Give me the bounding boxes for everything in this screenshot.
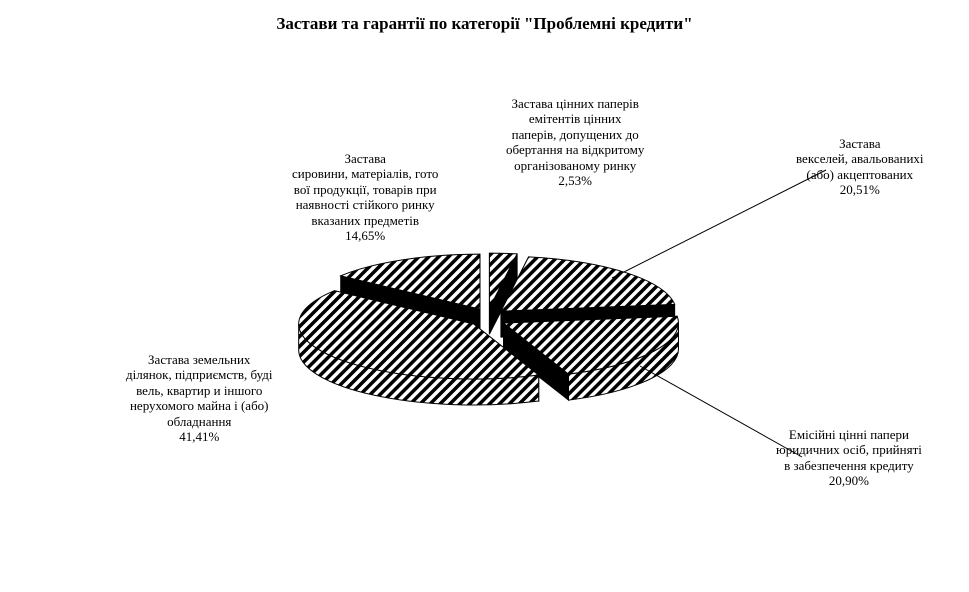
slice-label-text: Застава земельних: [148, 352, 251, 367]
slice-label-3: Емісійні цінні папери юридичних осіб, при…: [776, 427, 922, 489]
slice-label-text: організованому ринку: [514, 157, 637, 173]
pie-slice-top: [502, 315, 679, 375]
slice-label-text: обертання на відкритому: [506, 142, 645, 158]
slice-label-text: Застава: [344, 151, 386, 166]
slice-label-1: Застава цінних паперів емітентів цінних па…: [506, 96, 644, 188]
leader-line-3: [639, 365, 803, 458]
chart-title: Застави та гарантії по категорії "Пробле…: [276, 14, 693, 33]
slice-label-text: емітентів цінних: [528, 111, 622, 127]
slice-label-text: юридичних осіб, прийняті: [776, 442, 922, 458]
slice-value-label: 41,41%: [179, 429, 220, 445]
pie-slice-3: [502, 315, 679, 402]
slice-label-text: (або) акцептованих: [806, 166, 914, 182]
leader-line-2: [611, 169, 827, 279]
slice-label-text: Застава: [839, 136, 881, 151]
slice-label-text: ділянок, підприємств, буді: [126, 367, 273, 383]
slice-label-text: вель, квартир и іншого: [136, 382, 263, 398]
pie-slice-top: [488, 252, 518, 309]
slice-label-text: нерухомого майна і (або): [129, 398, 269, 414]
pie-slice-4: [298, 290, 540, 406]
pie-slice-top: [298, 290, 540, 380]
slice-value-label: 20,90%: [828, 473, 869, 489]
slice-label-text: вої продукції, товарів при: [293, 181, 437, 197]
slice-label-text: Емісійні цінні папери: [788, 427, 909, 442]
pie-slice-1: [488, 252, 518, 335]
slice-label-text: обладнання: [167, 413, 232, 429]
slice-label-2: Застава векселей, авальованихі (або) акцеп…: [796, 136, 924, 198]
slice-label-text: паперів, допущених до: [511, 126, 639, 142]
slice-label-5: Застава сировини, матеріалів, гото вої про…: [292, 151, 438, 243]
slice-label-text: векселей, авальованихі: [796, 151, 924, 167]
slice-label-4: Застава земельних ділянок, підприємств, б…: [126, 352, 273, 444]
slice-label-text: вказаних предметів: [311, 212, 420, 228]
slice-value-label: 2,53%: [558, 173, 592, 189]
slice-label-text: наявності стійкого ринку: [295, 197, 435, 213]
slice-value-label: 20,51%: [839, 182, 880, 198]
slice-label-text: сировини, матеріалів, гото: [292, 166, 439, 182]
slice-label-text: в забезпечення кредиту: [784, 457, 914, 473]
pie-slice-top: [500, 256, 676, 312]
pie-slice-top: [339, 253, 481, 310]
slice-label-text: Застава цінних паперів: [511, 96, 639, 111]
slice-value-label: 14,65%: [345, 228, 386, 244]
